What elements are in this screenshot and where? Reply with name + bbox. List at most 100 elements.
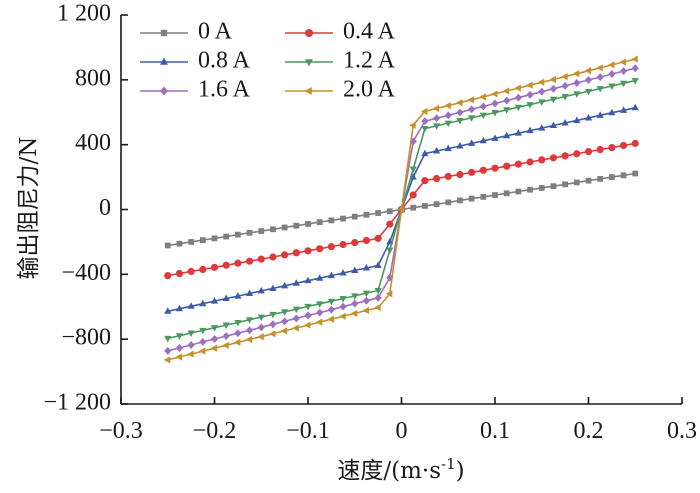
data-point xyxy=(375,210,382,216)
data-point xyxy=(596,64,603,72)
data-point xyxy=(340,215,346,222)
data-point xyxy=(444,172,452,181)
data-point xyxy=(421,117,429,126)
legend-item: 0.8 A xyxy=(140,48,251,74)
legend-label: 1.2 A xyxy=(343,48,396,74)
data-point xyxy=(292,249,300,257)
data-point xyxy=(584,88,593,96)
data-point xyxy=(631,139,639,147)
data-point xyxy=(293,222,300,229)
data-point xyxy=(607,61,615,69)
data-point xyxy=(175,269,184,278)
data-point xyxy=(503,96,511,105)
y-ticks: 1 200 800 400 0 −400 −800 −1 200 xyxy=(43,1,128,416)
data-point xyxy=(374,288,382,295)
data-point xyxy=(397,205,405,214)
y-tick-label: 800 xyxy=(75,65,111,91)
data-point xyxy=(222,341,229,349)
data-point xyxy=(573,150,581,158)
legend-marker-triangle-down-icon xyxy=(305,59,313,67)
legend-item: 0 A xyxy=(140,19,233,45)
data-point xyxy=(608,143,616,152)
data-point xyxy=(269,284,277,291)
data-point xyxy=(468,195,475,202)
data-point xyxy=(619,106,628,113)
data-point xyxy=(444,102,451,110)
x-tick-label: 0 xyxy=(396,418,408,444)
data-point xyxy=(187,341,195,349)
data-point xyxy=(631,78,639,85)
data-point xyxy=(164,307,172,314)
data-point xyxy=(479,166,487,174)
data-point xyxy=(292,314,300,323)
data-point xyxy=(245,326,254,335)
data-point xyxy=(433,201,440,208)
x-axis-title-close: ) xyxy=(456,458,465,484)
data-point xyxy=(561,118,569,126)
data-point xyxy=(199,237,206,244)
data-point xyxy=(270,226,276,233)
data-point xyxy=(562,181,569,188)
data-point xyxy=(550,183,557,190)
data-point xyxy=(222,261,230,269)
data-point xyxy=(211,235,218,242)
data-point xyxy=(339,302,347,311)
data-point xyxy=(339,269,347,276)
data-point xyxy=(163,356,171,364)
data-point xyxy=(292,306,300,314)
data-point xyxy=(187,267,195,276)
y-axis-title: 输出阻尼力/N xyxy=(16,137,42,280)
data-point xyxy=(456,142,464,149)
data-point xyxy=(608,108,616,116)
data-point xyxy=(187,302,195,309)
x-tick-label: −0.3 xyxy=(99,418,143,444)
data-point xyxy=(573,78,581,87)
data-point xyxy=(549,75,556,84)
data-point xyxy=(432,123,441,130)
data-point xyxy=(234,292,242,299)
data-point xyxy=(608,70,616,78)
data-point xyxy=(175,304,184,312)
data-point xyxy=(234,329,242,338)
legend-label: 0.8 A xyxy=(198,48,251,74)
data-point xyxy=(385,290,393,298)
data-point xyxy=(292,279,300,286)
data-point xyxy=(409,121,416,129)
data-point xyxy=(444,120,452,128)
data-point xyxy=(199,265,207,274)
data-point xyxy=(456,170,464,179)
data-point xyxy=(421,177,429,185)
data-point xyxy=(362,290,371,298)
x-axis-title-main: 速度/(m·s xyxy=(337,458,441,484)
legend-marker-triangle-left-icon xyxy=(304,87,312,95)
data-point xyxy=(608,174,615,180)
data-point xyxy=(257,333,264,341)
data-point xyxy=(327,315,334,323)
legend-label: 1.6 A xyxy=(198,77,251,103)
data-point xyxy=(222,294,230,302)
data-point xyxy=(573,179,580,186)
data-point xyxy=(304,276,312,284)
data-point xyxy=(187,350,194,358)
data-point xyxy=(351,213,358,220)
data-point xyxy=(234,231,241,238)
y-tick-label: −400 xyxy=(61,260,111,286)
data-point xyxy=(351,266,359,273)
data-point xyxy=(526,81,533,89)
data-point xyxy=(479,136,487,144)
legend: 0 A 0.4 A 0.8 A 1.2 A 1.6 A 2.0 A xyxy=(140,19,396,103)
data-point xyxy=(572,70,580,78)
data-point xyxy=(585,177,592,184)
data-point xyxy=(432,104,440,113)
data-point xyxy=(410,204,417,211)
data-point xyxy=(584,113,593,121)
y-tick-label: −800 xyxy=(61,325,111,351)
data-point xyxy=(549,121,558,129)
data-point xyxy=(561,81,569,90)
data-point xyxy=(632,170,639,177)
data-point xyxy=(432,174,441,183)
data-point xyxy=(281,251,289,259)
legend-item: 2.0 A xyxy=(285,77,396,103)
data-point xyxy=(444,144,452,152)
